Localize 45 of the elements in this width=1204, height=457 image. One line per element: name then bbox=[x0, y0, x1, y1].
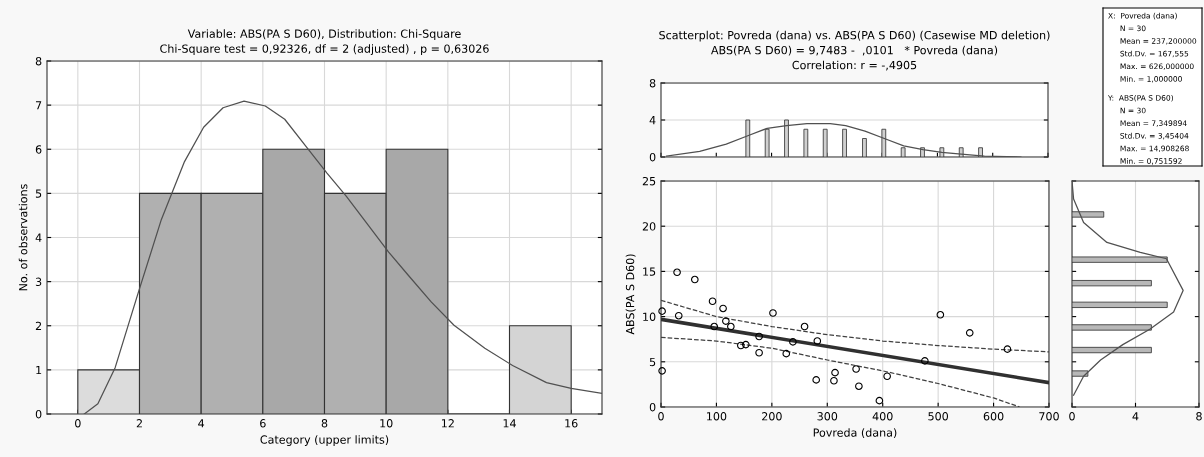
x-axis-title: Povreda (dana) bbox=[813, 428, 897, 439]
chart-subtitle: Chi-Square test = 0,92326, df = 2 (adjusted) , p = 0,63026 bbox=[160, 44, 489, 55]
x-tick-label: 0 bbox=[75, 419, 81, 428]
y-tick-label: 2 bbox=[35, 321, 42, 330]
x-tick-label: 6 bbox=[260, 419, 266, 428]
y-tick-label: 0 bbox=[649, 402, 656, 412]
x-tick-label: 8 bbox=[1196, 412, 1202, 421]
chart-title: Variable: ABS(PA S D60), Distribution: Chi-Square bbox=[187, 29, 461, 40]
x-tick-label: 100 bbox=[707, 412, 727, 421]
y-axis-title: ABS(PA S D60) bbox=[625, 254, 636, 335]
x-tick-label: 400 bbox=[872, 412, 893, 421]
x-tick-label: 10 bbox=[380, 419, 393, 428]
x-tick-label: 700 bbox=[1039, 412, 1059, 421]
y-tick-label: 15 bbox=[643, 267, 656, 276]
x-axis-title: Category (upper limits) bbox=[260, 435, 389, 446]
y-tick-label: 25 bbox=[642, 176, 656, 186]
y-tick-label: 5 bbox=[649, 357, 656, 367]
y-tick-label: 5 bbox=[35, 189, 42, 198]
chart-subtitle: ABS(PA S D60) = 9,7483 - ,0101 * Povreda (dana) Correlation: r = -,4905 bbox=[711, 45, 998, 71]
x-tick-label: 300 bbox=[817, 412, 838, 421]
x-tick-label: 0 bbox=[658, 412, 664, 421]
y-tick-label: 1 bbox=[36, 366, 42, 375]
y-tick-label: 3 bbox=[35, 277, 42, 286]
x-tick-label: 8 bbox=[321, 419, 328, 428]
y-tick-label: 20 bbox=[642, 222, 656, 231]
x-tick-label: 14 bbox=[503, 419, 516, 428]
y-tick-label: 8 bbox=[649, 78, 656, 88]
y-tick-label: 7 bbox=[35, 101, 42, 110]
x-tick-label: 200 bbox=[762, 412, 782, 421]
y-tick-label: 0 bbox=[649, 152, 656, 162]
x-tick-label: 4 bbox=[198, 419, 205, 428]
x-tick-label: 500 bbox=[928, 412, 949, 421]
x-tick-label: 16 bbox=[565, 419, 578, 428]
y-tick-label: 6 bbox=[35, 145, 42, 154]
y-tick-label: 8 bbox=[35, 56, 42, 66]
y-tick-label: 4 bbox=[649, 116, 656, 125]
x-tick-label: 2 bbox=[136, 419, 142, 428]
y-tick-label: 10 bbox=[643, 312, 656, 321]
x-tick-label: 12 bbox=[441, 419, 454, 428]
x-tick-label: 4 bbox=[1132, 412, 1139, 421]
chart-title: Scatterplot: Povreda (dana) vs. ABS(PA S D60) (Casewise MD deletion) bbox=[659, 30, 1050, 42]
x-tick-label: 600 bbox=[983, 412, 1004, 421]
x-tick-label: 0 bbox=[1069, 412, 1075, 421]
y-axis-title: No. of observations bbox=[18, 184, 28, 291]
y-tick-label: 4 bbox=[35, 233, 42, 242]
